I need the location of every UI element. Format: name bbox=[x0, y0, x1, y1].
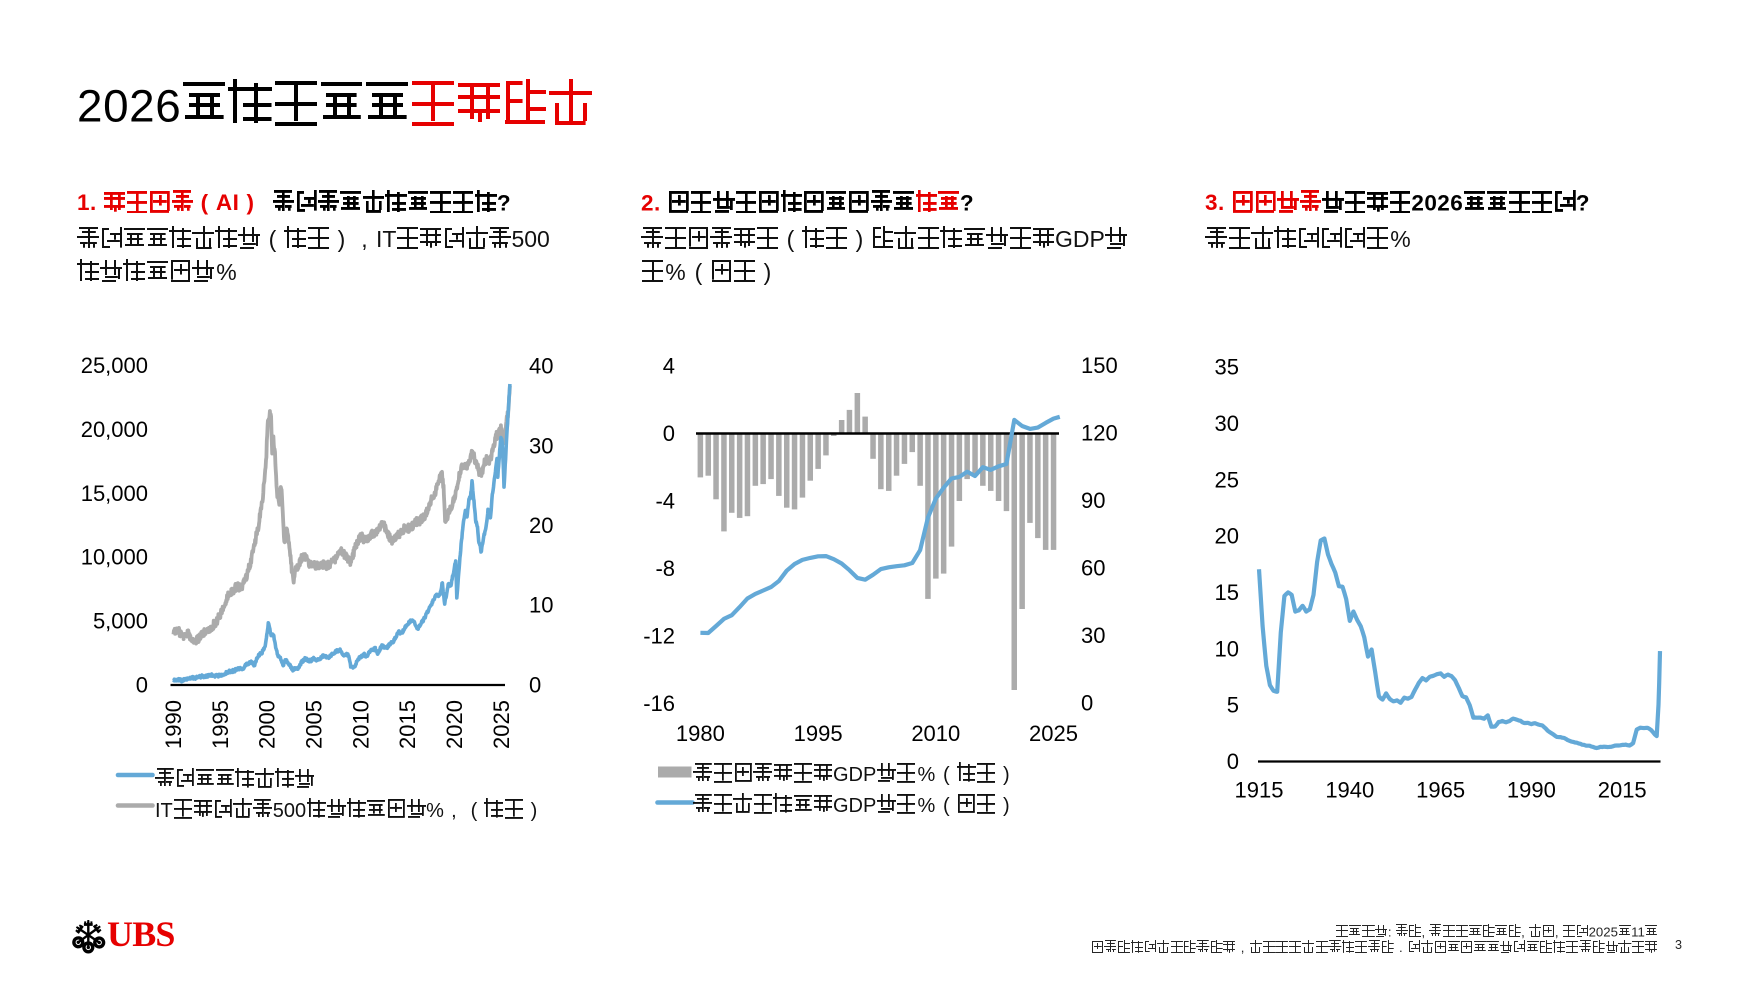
svg-text:1990: 1990 bbox=[1507, 778, 1556, 803]
svg-text:30: 30 bbox=[1081, 623, 1105, 648]
svg-text:2005: 2005 bbox=[302, 700, 327, 749]
svg-text:-12: -12 bbox=[643, 624, 675, 649]
svg-text:2025: 2025 bbox=[489, 700, 514, 749]
svg-text:150: 150 bbox=[1081, 353, 1118, 378]
svg-text:1965: 1965 bbox=[1416, 778, 1465, 803]
svg-text:-4: -4 bbox=[655, 489, 675, 514]
svg-text:120: 120 bbox=[1081, 421, 1118, 446]
svg-text:1980: 1980 bbox=[676, 721, 725, 746]
svg-text:25: 25 bbox=[1215, 467, 1239, 492]
svg-text:15: 15 bbox=[1215, 580, 1239, 605]
svg-text:1990: 1990 bbox=[161, 700, 186, 749]
svg-text:2015: 2015 bbox=[395, 700, 420, 749]
svg-text:1940: 1940 bbox=[1325, 778, 1374, 803]
svg-text:2010: 2010 bbox=[348, 700, 373, 749]
svg-text:4: 4 bbox=[663, 354, 675, 379]
svg-text:10: 10 bbox=[529, 593, 553, 618]
svg-text:-8: -8 bbox=[655, 556, 675, 581]
svg-text:1995: 1995 bbox=[794, 721, 843, 746]
svg-text:5: 5 bbox=[1227, 693, 1239, 718]
svg-text:10: 10 bbox=[1215, 636, 1239, 661]
svg-text:1995: 1995 bbox=[208, 700, 233, 749]
svg-text:0: 0 bbox=[1081, 691, 1093, 716]
svg-text:30: 30 bbox=[1215, 411, 1239, 436]
svg-text:5,000: 5,000 bbox=[93, 609, 148, 634]
svg-text:1915: 1915 bbox=[1235, 778, 1284, 803]
svg-text:25,000: 25,000 bbox=[81, 353, 148, 378]
svg-text:20,000: 20,000 bbox=[81, 417, 148, 442]
svg-text:40: 40 bbox=[529, 354, 553, 379]
svg-text:0: 0 bbox=[136, 673, 148, 698]
svg-text:20: 20 bbox=[1215, 524, 1239, 549]
svg-text:15,000: 15,000 bbox=[81, 481, 148, 506]
svg-text:2000: 2000 bbox=[255, 700, 280, 749]
svg-text:0: 0 bbox=[663, 421, 675, 446]
svg-text:2020: 2020 bbox=[442, 700, 467, 749]
svg-text:35: 35 bbox=[1215, 355, 1239, 380]
svg-text:-16: -16 bbox=[643, 691, 675, 716]
svg-text:2015: 2015 bbox=[1598, 778, 1647, 803]
svg-text:90: 90 bbox=[1081, 488, 1105, 513]
svg-text:2010: 2010 bbox=[911, 721, 960, 746]
svg-text:10,000: 10,000 bbox=[81, 545, 148, 570]
svg-text:0: 0 bbox=[529, 673, 541, 698]
svg-text:2025: 2025 bbox=[1029, 721, 1078, 746]
svg-text:60: 60 bbox=[1081, 556, 1105, 581]
svg-text:30: 30 bbox=[529, 433, 553, 458]
svg-text:20: 20 bbox=[529, 513, 553, 538]
svg-text:0: 0 bbox=[1227, 749, 1239, 774]
